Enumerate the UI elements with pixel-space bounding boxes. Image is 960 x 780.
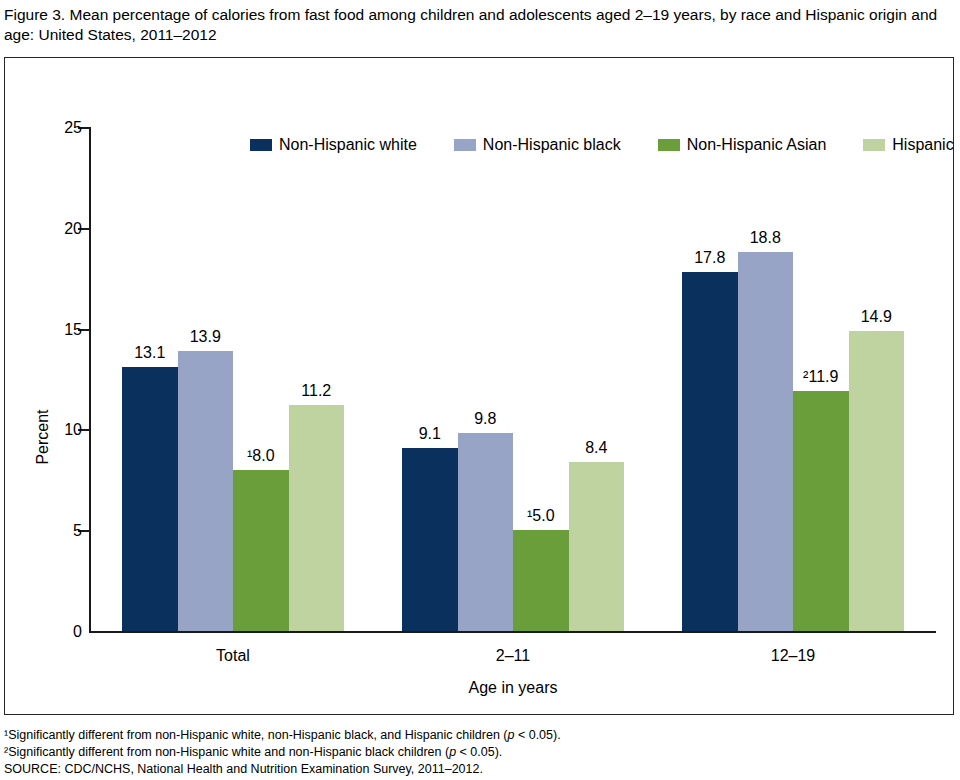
bar [178,351,234,631]
bar [233,470,289,631]
footnote-segment: ¹Significantly different from non-Hispan… [4,728,507,742]
bar [569,462,625,631]
bar [513,530,569,631]
legend-item: Non-Hispanic Asian [658,136,827,154]
legend-swatch-icon [250,139,272,151]
bar [849,331,905,631]
bar [289,405,345,631]
y-tick-label: 25 [40,119,82,137]
bar [122,367,178,631]
legend-swatch-icon [454,139,476,151]
legend-swatch-icon [658,139,680,151]
x-category-label: 12–19 [723,647,863,665]
bar [682,272,738,631]
y-tick-label: 5 [40,522,82,540]
legend-swatch-icon [863,139,885,151]
footnote-segment: < 0.05). [456,745,502,759]
x-axis-line [89,631,936,633]
figure-page: Figure 3. Mean percentage of calories fr… [0,0,960,780]
chart-legend: Non-Hispanic white Non-Hispanic black Non-… [250,136,954,154]
x-category-label: 2–11 [443,647,583,665]
x-category-label: Total [163,647,303,665]
bar [402,448,458,631]
bar-value-label: 13.9 [160,327,250,346]
footnote-line: SOURCE: CDC/NCHS, National Health and Nu… [4,761,561,778]
legend-label: Non-Hispanic black [483,136,621,154]
figure-title: Figure 3. Mean percentage of calories fr… [4,5,950,44]
bar-value-label: 18.8 [720,228,810,247]
bar-value-label: 14.9 [831,307,921,326]
y-tick-label: 10 [40,421,82,439]
bar-value-label: 8.4 [551,438,641,457]
y-tick-label: 15 [40,321,82,339]
legend-item: Hispanic [863,136,953,154]
y-tick-label: 20 [40,220,82,238]
bar [458,433,514,631]
y-axis-line [89,127,91,633]
bar-value-label: 9.8 [440,409,530,428]
footnote-segment: ²Significantly different from non-Hispan… [4,745,449,759]
bar [793,391,849,631]
footnote-segment: SOURCE: CDC/NCHS, National Health and Nu… [4,762,483,776]
footnotes: ¹Significantly different from non-Hispan… [4,727,561,778]
legend-label: Non-Hispanic white [279,136,417,154]
footnote-segment: < 0.05). [514,728,560,742]
footnote-line: ²Significantly different from non-Hispan… [4,744,561,761]
y-tick-label: 0 [40,623,82,641]
footnote-line: ¹Significantly different from non-Hispan… [4,727,561,744]
legend-item: Non-Hispanic white [250,136,417,154]
bar-value-label: 11.2 [271,381,361,400]
x-axis-label: Age in years [433,679,593,697]
legend-label: Non-Hispanic Asian [687,136,827,154]
legend-item: Non-Hispanic black [454,136,621,154]
bar [738,252,794,631]
legend-label: Hispanic [892,136,953,154]
